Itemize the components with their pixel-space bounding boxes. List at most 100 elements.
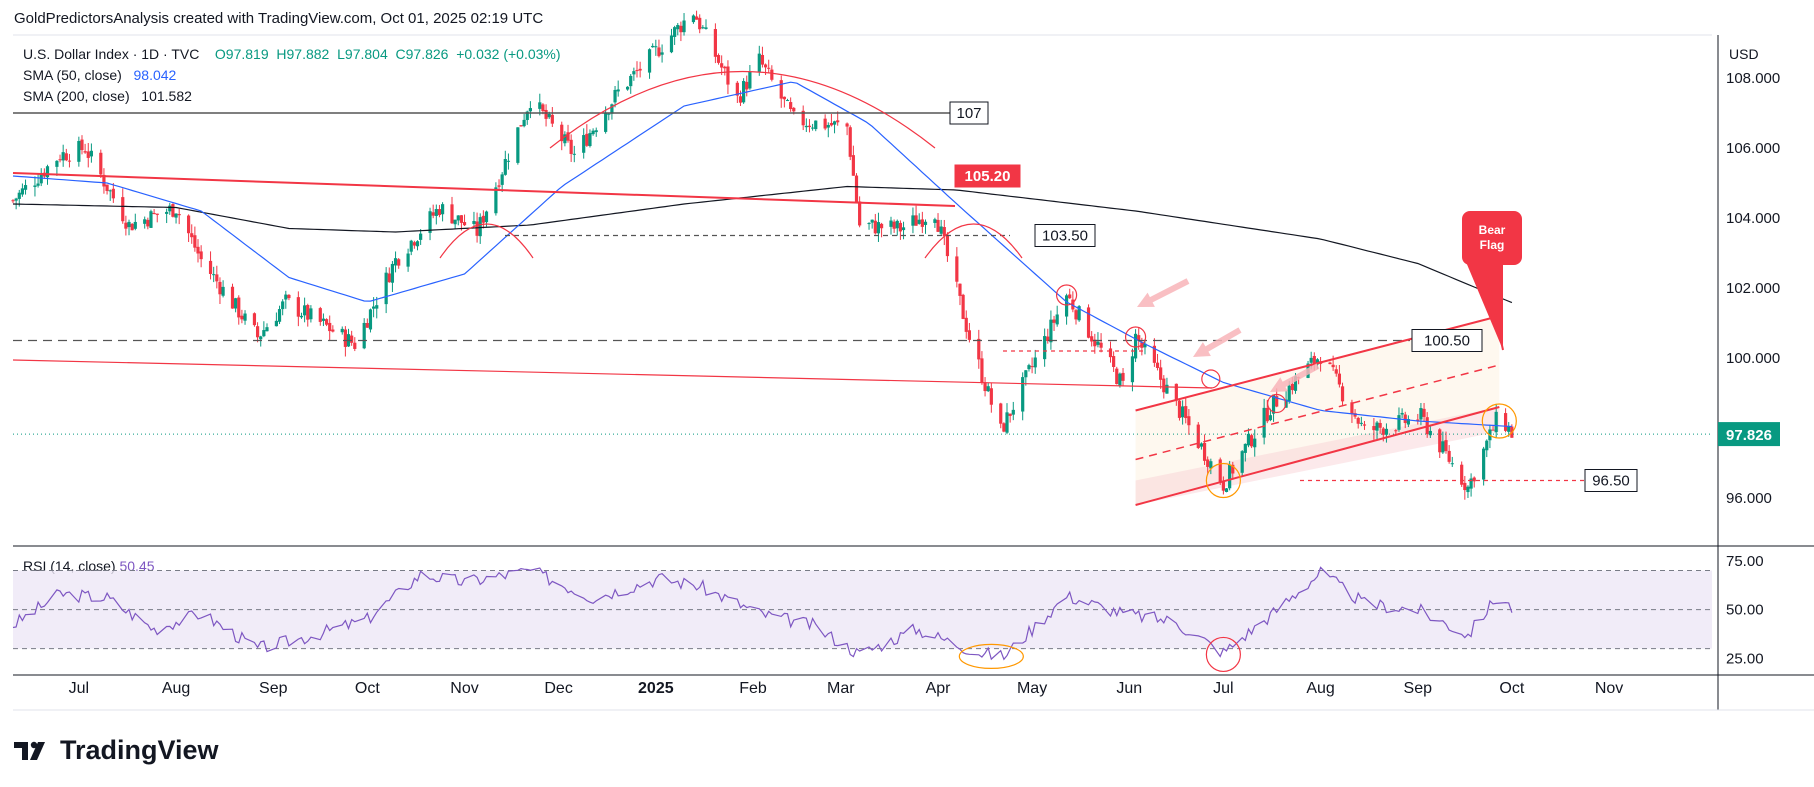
candle (1202, 434, 1207, 466)
candle-body (165, 211, 169, 214)
candle-body (1174, 383, 1178, 400)
time-tick-label: Mar (827, 680, 855, 697)
candle-body (67, 160, 72, 162)
candle (1218, 457, 1222, 485)
candle-body (208, 260, 213, 274)
candle-body (296, 297, 300, 317)
candle-body (105, 184, 109, 191)
candle (86, 143, 90, 168)
candle (1064, 293, 1069, 325)
candle (1112, 351, 1116, 373)
candle-body (1137, 335, 1141, 341)
candle (277, 305, 282, 325)
candle-body (77, 140, 81, 162)
currency-label[interactable]: USD (1729, 46, 1759, 62)
candle-body (651, 45, 655, 48)
candle (99, 149, 103, 178)
level-107-label-box (949, 101, 989, 125)
candle (230, 283, 235, 309)
candle (1177, 399, 1182, 421)
price-tick-label: 100.000 (1726, 350, 1780, 367)
sma50-label[interactable]: SMA (50, close) (23, 67, 122, 83)
touch-circle-jun (1124, 326, 1147, 348)
left-small-rounding-arc (439, 223, 534, 259)
candle (760, 46, 765, 68)
sma50-line (12, 81, 1512, 428)
candle (698, 14, 702, 34)
candle-body (1030, 366, 1034, 368)
symbol-label[interactable]: U.S. Dollar Index · 1D · TVC (23, 46, 200, 62)
candle-body (1133, 333, 1138, 359)
candle-body (519, 125, 523, 127)
candle (560, 121, 564, 151)
candle-body (560, 124, 564, 142)
candle-body (923, 221, 928, 225)
bear-flag-pointer (1466, 262, 1503, 350)
candle (713, 23, 717, 64)
candle-body (218, 281, 222, 295)
candle-body (281, 301, 285, 310)
time-tick-label: Aug (1306, 680, 1334, 697)
candle-body (1381, 428, 1385, 435)
chart-legend: U.S. Dollar Index · 1D · TVC O97.819 H97… (23, 44, 561, 107)
candle (503, 150, 507, 176)
moving-averages-layer (12, 81, 1513, 428)
candle-body (1068, 294, 1072, 299)
candle-body (1428, 430, 1432, 436)
candle-body (604, 113, 608, 132)
candle-body (1353, 413, 1357, 417)
bear-flag-channel-fill (1135, 316, 1500, 505)
candle-body (1334, 369, 1338, 374)
candle-body (1372, 426, 1376, 431)
candle-body (1162, 378, 1166, 393)
candle-body (745, 81, 749, 90)
candle-body (186, 215, 191, 234)
candle-body (607, 113, 611, 115)
candle-body (393, 258, 398, 266)
candle (569, 134, 573, 162)
candle-body (121, 197, 125, 222)
candle-body (516, 127, 520, 163)
candle (594, 127, 598, 137)
candle-body (1231, 464, 1235, 474)
candle-body (434, 209, 438, 216)
candle (1021, 372, 1025, 421)
candle-body (143, 219, 147, 224)
candle (1206, 456, 1210, 475)
candle-body (1331, 364, 1335, 368)
candle (1356, 416, 1360, 429)
candle (1030, 357, 1034, 374)
candle (1121, 368, 1125, 386)
candle (440, 202, 445, 222)
candle-body (58, 159, 62, 161)
candle-body (265, 327, 269, 332)
candle (748, 64, 752, 90)
candle-body (481, 215, 485, 223)
bear-flag-pointer-line (1483, 261, 1504, 351)
candle-body (362, 322, 366, 349)
candle-body (804, 125, 808, 128)
candle-body (901, 227, 906, 231)
candle-body (1290, 383, 1294, 391)
candle-body (964, 317, 968, 332)
candle (303, 297, 307, 323)
candle (1503, 408, 1508, 433)
candle-body (1011, 409, 1015, 415)
candle (331, 325, 335, 333)
candle (989, 382, 993, 413)
candle-body (259, 336, 263, 340)
candle (67, 153, 72, 168)
candle-body (1441, 441, 1445, 453)
candle-body (45, 166, 50, 178)
bear-flag-label-text: Flag (1480, 238, 1505, 252)
sma200-label[interactable]: SMA (200, close) (23, 88, 130, 104)
candle-body (1181, 406, 1185, 418)
candle (980, 351, 984, 385)
rsi-label[interactable]: RSI (14, close) (23, 558, 116, 574)
candle-body (691, 15, 696, 23)
candle-body (528, 108, 532, 112)
candle-body (1472, 477, 1476, 482)
bear-flag-lower-line (1135, 406, 1500, 506)
candle-body (331, 329, 335, 332)
